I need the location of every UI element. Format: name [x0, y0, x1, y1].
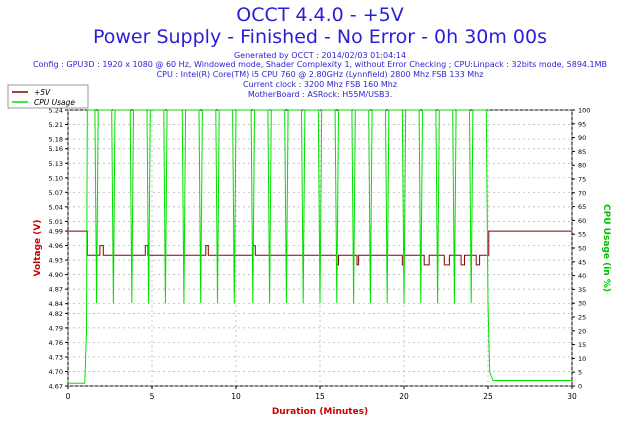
- y-right-tick-label: 25: [578, 314, 586, 322]
- series-line-cpu-usage: [68, 109, 572, 384]
- legend-label: +5V: [34, 88, 51, 97]
- y-left-axis-label: Voltage (V): [33, 220, 43, 277]
- y-left-tick-label: 4.90: [49, 271, 63, 279]
- y-right-tick-label: 30: [578, 300, 586, 308]
- y-right-tick-label: 80: [578, 162, 586, 170]
- y-right-tick-label: 10: [578, 355, 586, 363]
- y-right-tick-label: 35: [578, 286, 586, 294]
- y-right-tick-label: 100: [578, 107, 590, 115]
- y-left-tick-label: 4.67: [49, 383, 63, 391]
- y-right-tick-label: 60: [578, 217, 586, 225]
- chart-title: OCCT 4.4.0 - +5V: [236, 4, 404, 26]
- y-right-tick-label: 85: [578, 148, 586, 156]
- x-tick-label: 5: [150, 392, 155, 401]
- y-right-tick-label: 90: [578, 134, 586, 142]
- y-left-tick-label: 5.24: [49, 107, 63, 115]
- y-right-tick-label: 95: [578, 120, 586, 128]
- y-left-tick-label: 5.04: [49, 203, 63, 211]
- y-right-tick-label: 40: [578, 272, 586, 280]
- y-left-tick-label: 4.96: [49, 242, 63, 250]
- y-left-tick-label: 4.84: [49, 300, 63, 308]
- y-left-tick-label: 4.93: [49, 257, 63, 265]
- config-line: Config : GPU3D : 1920 x 1080 @ 60 Hz, Wi…: [32, 60, 608, 69]
- legend-label: CPU Usage: [34, 98, 75, 107]
- x-tick-label: 30: [567, 392, 577, 401]
- x-axis-label: Duration (Minutes): [272, 407, 368, 417]
- x-tick-label: 25: [483, 392, 493, 401]
- series-line-voltage: [68, 230, 572, 266]
- y-left-tick-label: 5.18: [49, 136, 63, 144]
- y-right-tick-label: 15: [578, 341, 586, 349]
- y-right-tick-label: 45: [578, 258, 586, 266]
- y-left-tick-label: 5.10: [49, 174, 63, 182]
- y-left-tick-label: 5.01: [49, 218, 63, 226]
- y-right-tick-label: 50: [578, 245, 586, 253]
- y-left-tick-label: 4.79: [49, 324, 63, 332]
- y-left-tick-label: 4.99: [49, 228, 63, 236]
- y-left-tick-label: 4.76: [49, 339, 63, 347]
- x-tick-label: 0: [66, 392, 71, 401]
- y-right-tick-label: 0: [578, 383, 582, 391]
- y-right-tick-label: 65: [578, 203, 586, 211]
- y-left-tick-label: 4.70: [49, 368, 63, 376]
- cpu-line: CPU : Intel(R) Core(TM) i5 CPU 760 @ 2.8…: [156, 70, 484, 79]
- y-left-tick-label: 4.87: [49, 286, 63, 294]
- x-tick-label: 10: [231, 392, 241, 401]
- clock-line: Current clock : 3200 Mhz FSB 160 Mhz: [242, 80, 398, 89]
- motherboard-line: MotherBoard : ASRock: H55M/USB3.: [247, 90, 393, 99]
- y-right-tick-label: 5: [578, 369, 582, 377]
- y-left-tick-label: 5.21: [49, 121, 63, 129]
- chart-subtitle: Power Supply - Finished - No Error - 0h …: [92, 26, 548, 48]
- y-right-tick-label: 75: [578, 176, 586, 184]
- x-tick-label: 20: [399, 392, 409, 401]
- y-right-tick-label: 20: [578, 327, 586, 335]
- y-left-tick-label: 5.07: [49, 189, 63, 197]
- y-left-tick-label: 5.13: [49, 160, 63, 168]
- y-right-tick-label: 55: [578, 231, 586, 239]
- y-right-axis-label: CPU Usage (in %): [601, 204, 611, 292]
- y-right-tick-label: 70: [578, 189, 586, 197]
- generated-line: Generated by OCCT : 2014/02/03 01:04:14: [233, 51, 407, 60]
- y-left-tick-label: 4.73: [49, 353, 63, 361]
- y-left-tick-label: 4.82: [49, 310, 63, 318]
- x-tick-label: 15: [315, 392, 325, 401]
- y-left-tick-label: 5.16: [49, 145, 63, 153]
